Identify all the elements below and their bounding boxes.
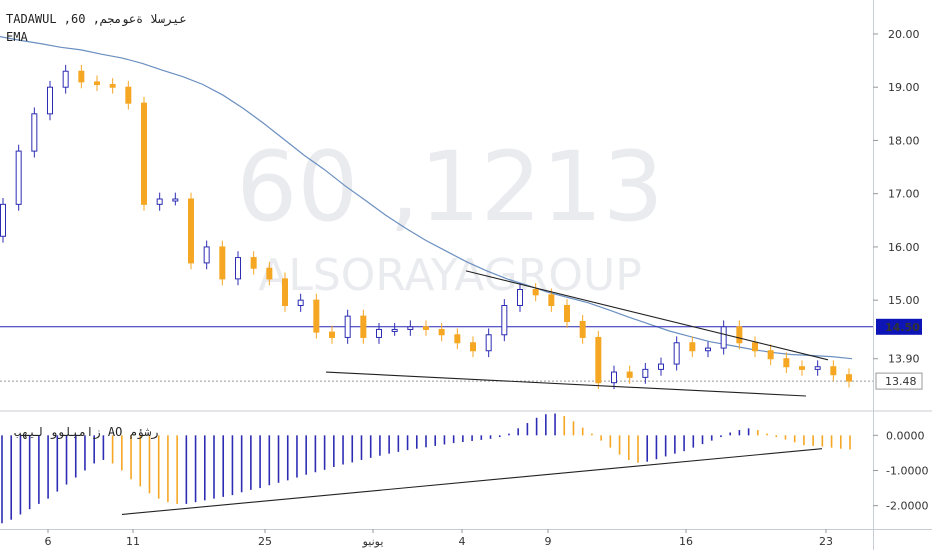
candle-body: [548, 294, 555, 306]
time-scale[interactable]: 6 11 25 يونيو 4 9 16 23: [45, 529, 834, 548]
price-tick-label: 20.00: [888, 28, 920, 41]
candle-body: [611, 371, 617, 384]
watermark-symbol: 60 ,1213: [236, 131, 664, 243]
candle-body: [470, 342, 476, 352]
candle-body: [846, 374, 852, 382]
candle-body: [783, 358, 790, 368]
candle-body: [78, 70, 85, 83]
ema-line: [0, 36, 853, 360]
candle-body: [360, 315, 367, 338]
candle-body: [720, 326, 727, 349]
candle-body: [595, 336, 602, 384]
candle-body: [94, 81, 100, 86]
candle-body: [250, 257, 257, 269]
trendline-upper: [465, 270, 829, 361]
candle-body: [407, 326, 414, 330]
candle-body: [564, 304, 570, 322]
price-tick-label: 16.00: [888, 241, 920, 254]
trendlines[interactable]: [325, 270, 829, 397]
price-scale[interactable]: 20.00 19.00 18.00 17.00 16.00 15.00 13.90: [873, 28, 920, 366]
time-tick-label: 9: [545, 535, 552, 548]
price-label-text: 13.48: [885, 375, 917, 388]
price-labels: 14.50 13.48: [875, 318, 923, 390]
candle-body: [0, 203, 6, 237]
price-tick-label: 17.00: [888, 188, 920, 201]
price-level-line[interactable]: [0, 326, 873, 382]
candle-body: [830, 366, 837, 376]
price-tick-label: 15.00: [888, 294, 920, 307]
ao-histogram: [1, 413, 851, 524]
candle-body: [188, 198, 194, 264]
candle-body: [814, 366, 821, 370]
price-label-bg: [875, 372, 923, 390]
trendline-lower: [325, 371, 807, 397]
ao-title: زاميلوو ليهب AO رشؤم: [14, 425, 159, 440]
time-tick-label: يونيو: [362, 535, 384, 548]
time-tick-label: 4: [459, 535, 466, 548]
candle-body: [235, 257, 241, 280]
price-tick-label: 13.90: [888, 353, 920, 366]
candle-body: [282, 278, 288, 306]
ao-tick-label: -1.0000: [886, 465, 928, 478]
price-tick-label: 19.00: [888, 81, 920, 94]
watermark-name: ALSORAYAGROUP: [258, 250, 641, 301]
time-tick-label: 16: [679, 535, 693, 548]
candle-body: [172, 198, 179, 202]
candle-body: [438, 328, 445, 336]
candle-body: [423, 326, 429, 330]
ema-legend: EMA: [6, 30, 28, 44]
candle-body: [799, 366, 805, 370]
candle-body: [454, 334, 461, 344]
ema-path: [0, 36, 853, 360]
candle-body: [47, 86, 53, 115]
candle-body: [62, 70, 69, 88]
candle-body: [485, 334, 492, 352]
candle-body: [517, 289, 523, 306]
candle-body: [203, 246, 210, 264]
candle-body: [642, 368, 649, 378]
candle-body: [313, 299, 320, 333]
candle-body: [15, 150, 22, 205]
candle-body: [705, 347, 711, 352]
ao-tick-label: 0.0000: [886, 429, 925, 442]
candle-body: [141, 102, 147, 205]
price-tick-label: 18.00: [888, 134, 920, 147]
time-tick-label: 6: [45, 535, 52, 548]
candle-body: [266, 267, 273, 280]
price-label-text: 14.50: [885, 321, 920, 334]
candle-body: [376, 328, 382, 338]
candle-body: [626, 371, 633, 378]
candle-body: [736, 326, 743, 344]
ao-tick-label: -2.0000: [886, 500, 928, 513]
candle-body: [219, 246, 226, 280]
candles: [0, 64, 852, 390]
candle-body: [689, 342, 696, 352]
candle-body: [31, 113, 38, 152]
candle-body: [673, 342, 680, 365]
chart-title: TADAWUL ,60 ,عيرسلا ةعومجم: [6, 12, 187, 27]
candle-body: [658, 363, 664, 370]
candle-body: [109, 84, 116, 88]
price-label-bg: [876, 318, 922, 335]
ao-trendline[interactable]: [121, 448, 823, 515]
candle-body: [579, 320, 586, 338]
candle-body: [391, 328, 398, 332]
candle-body: [329, 331, 335, 338]
candle-body: [344, 315, 351, 338]
candle-body: [767, 350, 774, 360]
candle-body: [501, 304, 508, 336]
time-tick-label: 11: [126, 535, 140, 548]
candle-body: [752, 342, 758, 352]
time-tick-label: 23: [819, 535, 833, 548]
ao-scale[interactable]: 0.0000 -1.0000 -2.0000: [873, 429, 928, 513]
candle-body: [156, 198, 163, 205]
candle-body: [125, 86, 132, 104]
time-tick-label: 25: [258, 535, 272, 548]
ao-trendline-rising: [121, 448, 823, 515]
candle-body: [532, 289, 539, 296]
candle-body: [297, 299, 304, 306]
